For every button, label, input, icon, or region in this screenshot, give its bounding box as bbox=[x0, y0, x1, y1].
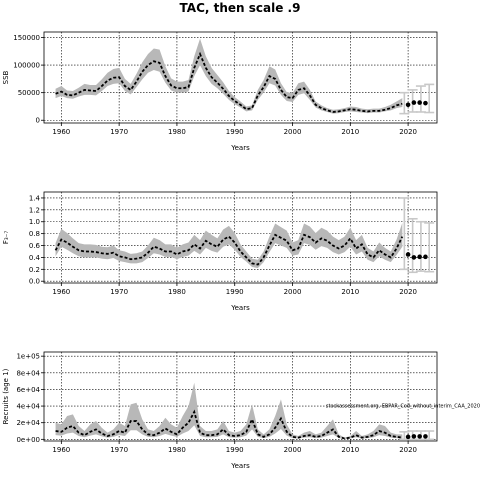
plot-frame bbox=[43, 191, 438, 284]
projection-point bbox=[417, 100, 422, 105]
projection-point bbox=[405, 102, 411, 108]
x-tick-label: 2020 bbox=[399, 288, 417, 296]
y-tick-label: 1.2 bbox=[29, 206, 40, 214]
y-axis-label: Recruits (age 1) bbox=[2, 368, 10, 424]
x-axis-label: Years bbox=[230, 462, 250, 470]
y-tick-label: 0.8 bbox=[29, 230, 40, 238]
x-tick-label: 1970 bbox=[110, 288, 128, 296]
projection-point bbox=[423, 254, 428, 260]
projection-point bbox=[405, 252, 411, 257]
projection-point bbox=[417, 434, 422, 439]
x-axis-label: Years bbox=[230, 304, 250, 312]
median-line bbox=[55, 51, 403, 113]
x-tick-label: 2000 bbox=[284, 288, 302, 296]
projection-point bbox=[405, 434, 411, 440]
y-tick-label: 6e+04 bbox=[16, 386, 40, 394]
x-tick-label: 1990 bbox=[226, 128, 244, 136]
x-tick-label: 1970 bbox=[110, 446, 128, 454]
projection-point bbox=[411, 255, 417, 260]
y-tick-label: 0.6 bbox=[29, 242, 41, 250]
confidence-band bbox=[55, 222, 403, 269]
x-axis-label: Years bbox=[230, 144, 250, 152]
x-tick-label: 2010 bbox=[341, 446, 359, 454]
y-tick-label: 2e+04 bbox=[16, 419, 40, 427]
x-tick-label: 2000 bbox=[284, 446, 302, 454]
x-tick-label: 2020 bbox=[399, 446, 417, 454]
y-tick-label: 0e+00 bbox=[16, 436, 40, 444]
panel-recruitment: 1960 1970 1980 1990 2000 2010 2020 0e+00 2e+04 4e… bbox=[2, 351, 480, 470]
x-tick-label: 1990 bbox=[226, 446, 244, 454]
x-tick-label: 1970 bbox=[110, 128, 128, 136]
x-tick-label: 1980 bbox=[168, 288, 186, 296]
x-tick-label: 1980 bbox=[168, 446, 186, 454]
x-tick-label: 1960 bbox=[52, 288, 70, 296]
projection-point bbox=[423, 434, 428, 439]
y-tick-label: 0 bbox=[36, 117, 40, 125]
x-tick-label: 1960 bbox=[52, 446, 70, 454]
y-tick-label: 1.0 bbox=[29, 218, 40, 226]
projection-point bbox=[423, 100, 428, 106]
y-axis-label: SSB bbox=[2, 70, 10, 84]
projection-point bbox=[411, 434, 417, 439]
y-tick-label: 100000 bbox=[13, 62, 40, 70]
x-tick-label: 2010 bbox=[341, 288, 359, 296]
x-tick-label: 1990 bbox=[226, 288, 244, 296]
x-tick-label: 2010 bbox=[341, 128, 359, 136]
x-tick-label: 1980 bbox=[168, 128, 186, 136]
y-tick-label: 0.4 bbox=[29, 254, 41, 262]
x-tick-label: 1960 bbox=[52, 128, 70, 136]
projection-point bbox=[417, 254, 422, 260]
y-tick-label: 8e+04 bbox=[16, 369, 40, 377]
x-tick-label: 2020 bbox=[399, 128, 417, 136]
y-tick-label: 1.4 bbox=[29, 194, 41, 202]
source-annotation: stockassessment.org, EBPAR_Cod_without_i… bbox=[326, 404, 480, 410]
y-tick-label: 4e+04 bbox=[16, 403, 40, 411]
confidence-band bbox=[55, 382, 403, 439]
panel-fishing-mortality: 1960 1970 1980 1990 2000 2010 2020 0.0 0.2 0.4 0.6… bbox=[2, 191, 438, 312]
y-tick-label: 150000 bbox=[13, 34, 40, 42]
y-tick-label: 0.2 bbox=[29, 266, 40, 274]
y-tick-label: 1e+05 bbox=[16, 353, 40, 361]
x-tick-label: 2000 bbox=[284, 128, 302, 136]
median-line bbox=[55, 409, 403, 440]
confidence-band bbox=[55, 38, 403, 114]
y-tick-label: 0.0 bbox=[29, 278, 40, 286]
y-tick-label: 50000 bbox=[18, 89, 40, 97]
plot-frame bbox=[43, 351, 438, 442]
figure-title: TAC, then scale .9 bbox=[179, 1, 301, 15]
median-line bbox=[54, 233, 404, 266]
projection-point bbox=[411, 100, 417, 105]
plot-frame bbox=[43, 31, 438, 124]
y-axis-label: F₃₋₇ bbox=[2, 231, 10, 245]
panel-ssb: 1960 1970 1980 1990 2000 2010 2020 0 50000 100000… bbox=[2, 31, 438, 152]
